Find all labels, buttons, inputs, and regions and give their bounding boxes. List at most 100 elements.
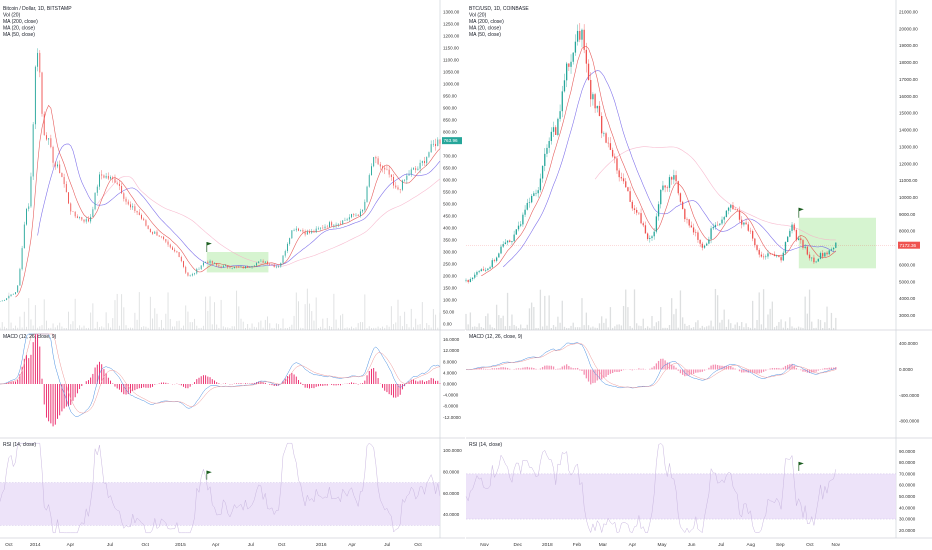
candle: [143, 218, 145, 221]
macd-histogram-bar: [291, 372, 293, 384]
volume-bar: [178, 320, 180, 330]
volume-bar: [15, 325, 16, 330]
volume-bar: [34, 305, 36, 330]
volume-bar: [703, 327, 706, 330]
macd-histogram-bar: [782, 367, 784, 370]
candle: [485, 270, 487, 271]
volume-bar: [260, 320, 262, 330]
candle: [539, 178, 542, 191]
candle: [736, 209, 738, 211]
volume-bar: [754, 327, 756, 330]
candle: [50, 138, 52, 147]
macd-histogram-bar: [695, 369, 697, 373]
volume-bar: [517, 327, 520, 330]
time-tick-label: Oct: [278, 542, 286, 548]
candle: [506, 240, 509, 243]
candle: [784, 242, 787, 253]
volume-bar: [393, 324, 395, 330]
candle: [244, 266, 246, 269]
candle: [169, 244, 171, 248]
macd-histogram-bar: [692, 369, 695, 374]
candle: [482, 269, 485, 271]
volume-bar: [581, 298, 583, 330]
price-tick-label: 550.00: [443, 190, 457, 195]
volume-bar: [506, 292, 509, 330]
macd-histogram-bar: [63, 384, 65, 409]
macd-histogram-bar: [640, 368, 642, 370]
volume-bar: [557, 316, 559, 330]
candle: [684, 209, 686, 220]
rsi-tick-label: 80.0000: [443, 470, 460, 475]
price-tick-label: 350.00: [443, 238, 457, 243]
macd-histogram-bar: [598, 369, 601, 380]
candle: [690, 225, 693, 228]
price-tick-label: 21000.00: [899, 10, 918, 15]
volume-bar: [695, 322, 697, 330]
macd-histogram-bar: [165, 382, 167, 384]
macd-histogram-bar: [48, 384, 50, 422]
volume-bar: [417, 324, 419, 330]
macd-histogram-bar: [52, 384, 54, 427]
macd-histogram-bar: [393, 384, 395, 398]
volume-bar: [353, 327, 355, 330]
candle: [271, 264, 273, 265]
candle: [758, 249, 760, 255]
macd-histogram-bar: [395, 384, 397, 398]
macd-histogram-bar: [570, 367, 572, 370]
volume-bar: [546, 325, 548, 330]
macd-histogram-bar: [132, 384, 134, 391]
macd-histogram-bar: [415, 380, 417, 384]
candle: [342, 220, 344, 225]
time-tick-label: Jul: [384, 542, 390, 548]
candle: [493, 260, 496, 261]
macd-histogram-bar: [17, 379, 19, 384]
volume-bar: [515, 326, 517, 330]
volume-bar: [642, 318, 644, 330]
candle: [664, 185, 666, 188]
volume-bar: [478, 323, 480, 330]
time-tick-label: Apr: [348, 542, 356, 548]
volume-bar: [609, 307, 612, 330]
macd-histogram-bar: [180, 384, 182, 386]
candle: [311, 231, 313, 233]
rsi-tick-label: 90.0000: [899, 449, 916, 454]
volume-bar: [749, 327, 752, 330]
candle: [183, 261, 184, 267]
volume-bar: [655, 322, 658, 330]
volume-bar: [229, 327, 231, 330]
volume-bar: [428, 325, 430, 330]
volume-bar: [710, 320, 712, 330]
macd-histogram-bar: [550, 365, 552, 370]
candle: [504, 242, 507, 245]
volume-bar: [513, 324, 515, 330]
chart-left: 763.96 1300.00 1250.00 1200.00 1150.00 1100.0…: [0, 0, 465, 548]
macd-histogram-bar: [315, 384, 317, 387]
macd-line: [465, 342, 836, 389]
macd-histogram-bar: [138, 384, 140, 389]
candle: [548, 141, 550, 148]
macd-histogram-bar: [87, 380, 89, 384]
volume-bar: [758, 292, 760, 330]
price-badge-value: 763.96: [444, 138, 458, 143]
macd-histogram-bar: [65, 384, 67, 407]
volume-bar: [63, 327, 65, 330]
price-tick-label: 19000.00: [899, 43, 918, 48]
candle: [30, 176, 32, 207]
candle: [3, 299, 5, 301]
macd-histogram-bar: [147, 384, 149, 388]
macd-histogram-bar: [183, 384, 184, 387]
rsi-label: RSI (14, close): [469, 442, 502, 448]
volume-bar: [498, 315, 500, 330]
volume-bar: [154, 308, 156, 330]
candle: [351, 214, 353, 218]
candle: [480, 269, 482, 272]
candle: [535, 193, 537, 194]
time-tick-label: Oct: [414, 542, 422, 548]
candle: [421, 161, 423, 163]
candle: [528, 202, 531, 203]
macd-histogram-bar: [355, 383, 357, 384]
macd-histogram-bar: [566, 364, 568, 370]
candle: [811, 257, 813, 259]
volume-bar: [421, 302, 423, 330]
ma200-line: [594, 146, 836, 241]
